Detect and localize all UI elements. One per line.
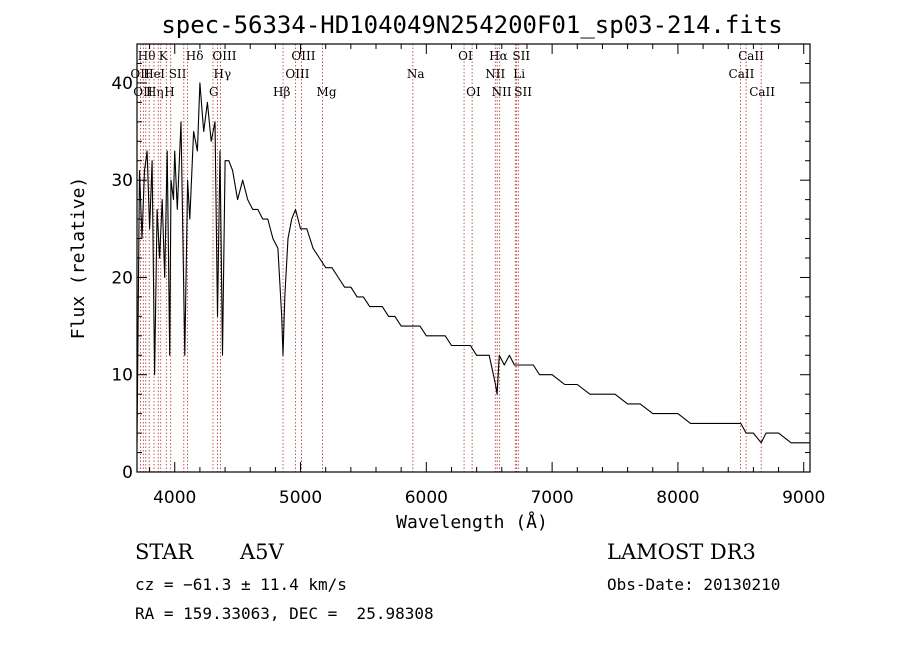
x-tick-label-5000: 5000 <box>279 488 322 508</box>
line-label-1: OII <box>133 85 153 99</box>
line-label-20: OI <box>466 85 481 99</box>
line-label-5: I <box>160 67 165 81</box>
line-label-27: CaII <box>729 67 755 81</box>
line-label-8: SII <box>169 67 187 81</box>
x-tick-label-8000: 8000 <box>656 488 699 508</box>
line-label-14: Hβ <box>273 85 290 99</box>
line-label-25: SII <box>512 49 530 63</box>
ra-dec: RA = 159.33063, DEC = 25.98308 <box>135 604 434 623</box>
line-label-15: OIII <box>285 67 309 81</box>
x-tick-label-4000: 4000 <box>153 488 196 508</box>
plot-frame <box>136 43 811 473</box>
object-class: STAR <box>135 540 194 564</box>
series-spectrum <box>136 82 810 444</box>
axis-ticks: 4000 5000 6000 7000 8000 9000 0 10 20 30 40 <box>111 43 825 508</box>
line-label-9: Hδ <box>186 49 204 63</box>
line-label-19: OI <box>458 49 473 63</box>
y-tick-label-0: 0 <box>122 463 133 483</box>
line-label-3: He <box>143 67 161 81</box>
x-tick-label-9000: 9000 <box>782 488 825 508</box>
line-label-29: CaII <box>749 85 775 99</box>
y-axis-label: Flux (relative) <box>68 177 89 340</box>
line-label-24: Li <box>513 67 525 81</box>
x-tick-label-6000: 6000 <box>405 488 448 508</box>
chart-title: spec-56334-HD104049N254200F01_sp03-214.f… <box>161 11 782 39</box>
x-tick-label-7000: 7000 <box>530 488 573 508</box>
line-label-11: G <box>209 85 219 99</box>
line-label-21: NII <box>485 67 505 81</box>
line-label-16: OIII <box>291 49 315 63</box>
survey-name: LAMOST DR3 <box>607 540 756 564</box>
redshift-cz: cz = −61.3 ± 11.4 km/s <box>135 575 347 594</box>
y-tick-label-40: 40 <box>111 74 133 94</box>
series-layer <box>136 82 810 444</box>
object-subclass: A5V <box>240 540 284 564</box>
line-label-17: Mg <box>317 85 337 99</box>
y-tick-label-30: 30 <box>111 171 133 191</box>
line-label-23: NII <box>492 85 512 99</box>
y-tick-label-20: 20 <box>111 268 133 288</box>
line-label-7: H <box>164 85 174 99</box>
line-label-12: Hγ <box>214 67 232 81</box>
x-axis-label: Wavelength (Å) <box>396 511 548 533</box>
line-label-28: CaII <box>738 49 764 63</box>
line-label-18: Na <box>407 67 425 81</box>
line-label-2: Hθ <box>138 49 156 63</box>
y-tick-label-10: 10 <box>111 366 133 386</box>
line-label-13: OIII <box>212 49 236 63</box>
line-label-4: Hη <box>146 85 164 99</box>
line-label-0: OII <box>130 67 150 81</box>
line-label-6: K <box>159 49 169 63</box>
line-label-22: Hα <box>489 49 508 63</box>
obs-date: Obs-Date: 20130210 <box>607 575 781 594</box>
line-label-26: SII <box>514 85 532 99</box>
spectral-lines: OII OII Hθ He Hη IK H SII Hδ G Hγ OIII Hβ OIII OIII Mg N… <box>130 44 775 472</box>
